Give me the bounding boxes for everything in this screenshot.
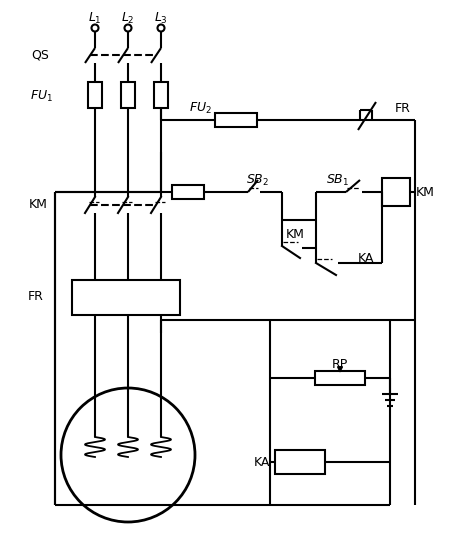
- Circle shape: [158, 24, 165, 31]
- Circle shape: [61, 388, 195, 522]
- Text: FR: FR: [28, 290, 44, 304]
- Bar: [215, 113, 257, 127]
- Bar: [88, 82, 102, 108]
- Text: $L_3$: $L_3$: [154, 10, 168, 25]
- Text: KM: KM: [416, 185, 435, 199]
- Circle shape: [124, 24, 131, 31]
- Text: $FU_1$: $FU_1$: [30, 88, 53, 104]
- Text: $FU_2$: $FU_2$: [189, 100, 212, 115]
- Text: $SB_2$: $SB_2$: [247, 172, 270, 188]
- Text: QS: QS: [31, 49, 49, 61]
- Bar: [172, 185, 204, 199]
- Text: KA: KA: [254, 455, 270, 469]
- Bar: [382, 178, 410, 206]
- Bar: [275, 450, 325, 474]
- Bar: [315, 371, 365, 385]
- Text: KA: KA: [358, 252, 374, 264]
- Bar: [72, 280, 180, 315]
- Text: KM: KM: [29, 199, 47, 211]
- Bar: [154, 82, 168, 108]
- Text: RP: RP: [332, 358, 348, 370]
- Text: KM: KM: [285, 227, 304, 241]
- Text: $L_1$: $L_1$: [88, 10, 102, 25]
- Text: $L_2$: $L_2$: [121, 10, 135, 25]
- Text: FR: FR: [395, 102, 411, 114]
- Text: $SB_1$: $SB_1$: [326, 172, 349, 188]
- Bar: [121, 82, 135, 108]
- Circle shape: [91, 24, 99, 31]
